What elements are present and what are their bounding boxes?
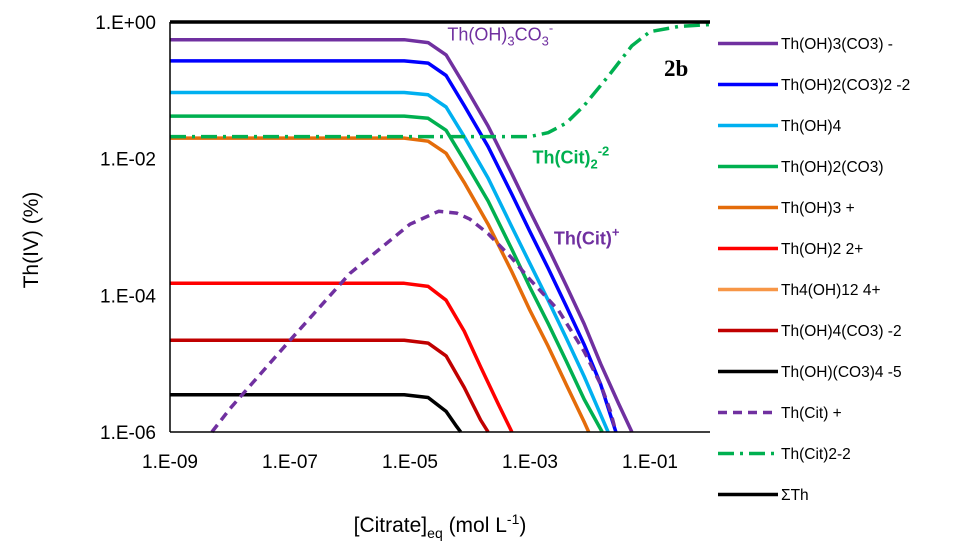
legend-item-th-oh-2-co3: Th(OH)2(CO3) [718,159,883,176]
y-tick-label: 1.E-06 [100,423,156,444]
y-tick-label: 1.E-04 [100,286,156,307]
x-axis-title-sup: -1 [507,511,520,527]
legend-item-th-cit-2-2: Th(Cit)2-2 [718,446,851,463]
series-line-th-oh-co3-4-5 [170,393,463,434]
annotation-2: Th(Cit)2-2 [532,143,609,171]
annotation-1: Th(OH)3CO3- [447,20,553,48]
series-line-th-oh-2-co3-2-2 [170,59,618,433]
legend-label: Th(OH)2(CO3)2 -2 [781,77,910,94]
legend-item-sumth: ΣTh [718,487,809,504]
legend-item-th-oh-3-co3: Th(OH)3(CO3) - [718,36,893,53]
x-axis-title-tail: (mol L [443,514,507,537]
x-axis-title-main: [Citrate] [354,514,428,537]
y-axis-title: Th(IV) (%) [20,192,43,289]
x-tick-label: 1.E-01 [622,452,678,473]
x-tick-label: 1.E-07 [262,452,318,473]
x-axis-title: [Citrate]eq (mol L-1) [354,511,527,541]
annotations: Th(OH)3CO3- Th(Cit)2-2 Th(Cit)+ [447,20,619,248]
plot-background [170,22,710,432]
legend-label: Th(Cit) + [781,405,842,422]
series-line-th-oh-4 [170,90,610,433]
legend-label: Th(OH)2 2+ [781,241,863,258]
series-line-th-oh-3-co3 [170,37,634,433]
legend-item-th-oh-co3-4-5: Th(OH)(CO3)4 -5 [718,364,902,381]
x-tick-labels: 1.E-09 1.E-07 1.E-05 1.E-03 1.E-01 [142,452,678,473]
series-line-th-cit [210,209,618,434]
y-tick-label: 1.E-02 [100,150,156,171]
legend-label: Th(OH)(CO3)4 -5 [781,364,902,381]
series-layer [170,20,711,434]
series-line-th-oh-2-co3 [170,114,604,433]
legend: Th(OH)3(CO3) - Th(OH)2(CO3)2 -2 Th(OH)4 Th(… [718,36,910,504]
legend-item-th-oh-2-co3-2-2: Th(OH)2(CO3)2 -2 [718,77,910,94]
annotation-3: Th(Cit)+ [554,225,620,249]
legend-item-th-oh-3: Th(OH)3 + [718,200,855,217]
legend-label: Th(OH)4(CO3) -2 [781,323,902,340]
x-tick-label: 1.E-09 [142,452,198,473]
legend-label: Th(OH)4 [781,118,842,135]
plot-area [169,20,711,434]
x-axis-title-end: ) [519,514,526,537]
legend-item-th-oh-2-2: Th(OH)2 2+ [718,241,863,258]
legend-item-th4-oh-12-4: Th4(OH)12 4+ [718,282,881,299]
series-line-th-oh-4-co3-2 [170,338,490,433]
legend-item-th-oh-4: Th(OH)4 [718,118,842,135]
series-line-th-cit-2-2 [170,22,711,139]
x-axis-title-sub: eq [427,525,443,541]
legend-label: Th(Cit)2-2 [781,446,851,463]
legend-item-th-cit: Th(Cit) + [718,405,842,422]
x-tick-label: 1.E-03 [502,452,558,473]
series-line-th-oh-2-2 [170,281,514,433]
panel-label: 2b [664,56,688,81]
legend-label: ΣTh [781,487,809,504]
y-tick-label: 1.E+00 [95,13,156,34]
legend-label: Th(OH)2(CO3) [781,159,883,176]
legend-item-th-oh-4-co3-2: Th(OH)4(CO3) -2 [718,323,902,340]
legend-label: Th4(OH)12 4+ [781,282,881,299]
x-tick-label: 1.E-05 [382,452,438,473]
legend-label: Th(OH)3(CO3) - [781,36,893,53]
legend-label: Th(OH)3 + [781,200,855,217]
y-tick-labels: 1.E-06 1.E-04 1.E-02 1.E+00 [95,13,156,444]
